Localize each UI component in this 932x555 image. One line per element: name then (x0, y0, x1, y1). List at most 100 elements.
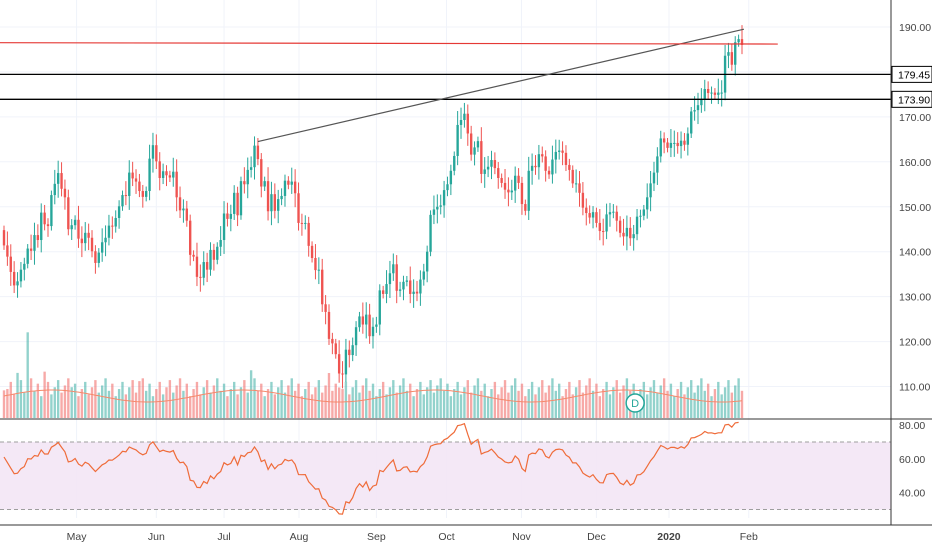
volume-bar (429, 380, 432, 418)
volume-bar (226, 396, 229, 418)
candle-body (625, 227, 629, 237)
volume-bar (646, 394, 649, 418)
volume-bar (385, 394, 388, 418)
volume-bar (94, 380, 97, 418)
volume-bar (87, 394, 90, 418)
volume-bar (138, 381, 141, 418)
candle-body (128, 172, 131, 196)
volume-bar (388, 387, 392, 418)
volume-bar (395, 392, 398, 418)
time-tick-label: Sep (367, 531, 386, 543)
candle-body (402, 281, 405, 290)
candle-body (100, 242, 104, 253)
candle-body (490, 160, 493, 167)
candle-body (199, 276, 202, 278)
volume-bar (2, 390, 6, 418)
volume-bar (256, 390, 260, 418)
candle-body (297, 193, 300, 223)
candle-body (155, 145, 158, 162)
volume-bar (344, 381, 348, 418)
volume-bar (337, 387, 341, 418)
volume-bar (432, 392, 436, 418)
rsi-band (0, 441, 891, 510)
volume-bar (368, 390, 371, 418)
candle-body (578, 183, 581, 193)
volume-bar (436, 385, 439, 418)
candle-body (432, 209, 436, 215)
volume-bar (730, 392, 734, 418)
candle-body (727, 52, 730, 56)
volume-bar (507, 392, 510, 418)
volume-bar (554, 390, 557, 418)
volume-bar (473, 385, 476, 418)
volume-bar (723, 387, 727, 418)
volume-bar (517, 390, 520, 418)
candle-body (453, 155, 456, 171)
volume-bar (598, 396, 602, 418)
candle-body (256, 145, 260, 160)
candle-body (236, 192, 239, 216)
candle-body (148, 158, 151, 192)
volume-bar (321, 392, 324, 418)
candle-body (239, 181, 243, 216)
candle-body (283, 180, 287, 196)
candle-body (713, 92, 717, 95)
price-label-text: 179.45 (898, 69, 930, 81)
candle-body (117, 206, 121, 218)
rsi-tick-label: 60.00 (899, 454, 925, 466)
volume-bar (490, 389, 493, 418)
candle-body (358, 316, 361, 328)
volume-bar (398, 385, 402, 418)
candle-body (324, 304, 327, 312)
volume-bar (737, 378, 740, 418)
price-tick-label: 170.00 (899, 112, 931, 124)
candle-body (602, 231, 605, 233)
candle-body (209, 249, 212, 270)
candle-body (263, 181, 266, 187)
candle-body (344, 349, 348, 375)
volume-bar (649, 387, 652, 418)
volume-bar (415, 389, 419, 418)
candle-body (564, 152, 568, 165)
volume-bar (29, 378, 33, 418)
volume-bar (466, 380, 469, 418)
price-tick-label: 140.00 (899, 247, 931, 259)
volume-bar (331, 390, 334, 418)
candle-body (710, 92, 713, 94)
volume-bar (6, 389, 9, 418)
candle-body (63, 188, 67, 198)
volume-bar (456, 381, 459, 418)
volume-bar (449, 396, 453, 418)
volume-bar (591, 390, 595, 418)
volume-bar (249, 370, 253, 418)
volume-bar (12, 394, 16, 418)
volume-bar (666, 390, 669, 418)
volume-bar (486, 396, 490, 418)
volume-bar (56, 380, 60, 418)
candle-body (158, 161, 161, 178)
volume-bar (304, 389, 307, 418)
volume-bar (558, 383, 561, 418)
volume-bar (571, 394, 574, 418)
candle-body (690, 111, 693, 134)
candle-body (348, 349, 351, 356)
candle-body (500, 177, 503, 183)
volume-bar (104, 378, 107, 418)
volume-bar (334, 383, 337, 418)
volume-bar (608, 394, 612, 418)
candle-body (277, 199, 280, 211)
volume-bar (117, 389, 121, 418)
time-tick-label: Jun (148, 531, 165, 543)
volume-bar (469, 392, 473, 418)
candle-body (314, 257, 317, 271)
candle-body (351, 345, 354, 356)
candle-body (449, 170, 453, 185)
candle-body (287, 180, 290, 185)
candle-body (676, 142, 679, 147)
volume-bar (381, 381, 385, 418)
candle-body (195, 256, 199, 277)
candle-body (141, 191, 144, 197)
candle-body (652, 172, 656, 184)
